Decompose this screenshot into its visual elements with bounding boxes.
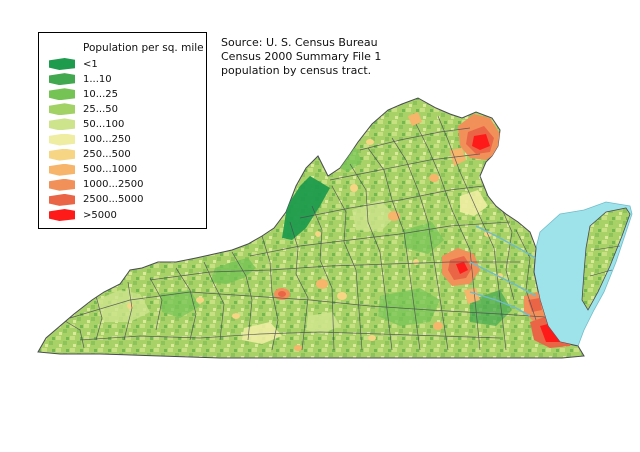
legend-swatch <box>49 209 75 221</box>
legend-label: 10...25 <box>83 88 118 100</box>
legend-item: 1...10 <box>49 72 112 86</box>
legend-label: 250...500 <box>83 149 131 161</box>
legend-swatch <box>49 133 75 146</box>
legend-item: <1 <box>49 57 98 71</box>
source-note: Source: U. S. Census Bureau Census 2000 … <box>221 36 381 78</box>
legend-swatch <box>49 103 75 116</box>
source-line-3: population by census tract. <box>221 64 372 77</box>
legend-item: 500...1000 <box>49 163 137 177</box>
legend-title: Population per sq. mile <box>83 42 204 54</box>
legend-box: Population per sq. mile <1 1...10 10...25 2… <box>38 32 207 229</box>
legend-item: 100...250 <box>49 133 131 147</box>
legend-label: 2500...5000 <box>83 194 144 206</box>
legend-label: 50...100 <box>83 118 125 130</box>
legend-swatch <box>49 178 75 191</box>
legend-label: 100...250 <box>83 134 131 145</box>
eastern-shore-boundaries <box>589 245 621 277</box>
legend-swatch <box>49 118 75 131</box>
legend-item: 25...50 <box>49 102 118 116</box>
legend-label: 25...50 <box>83 103 118 115</box>
legend-swatch <box>49 58 75 70</box>
legend-item: 2500...5000 <box>49 193 143 207</box>
legend-label: 1000...2500 <box>83 179 144 191</box>
legend-swatch <box>49 88 75 101</box>
legend-swatch <box>49 163 75 176</box>
legend-label: 500...1000 <box>83 164 138 176</box>
legend-item: 1000...2500 <box>49 178 143 192</box>
legend-item: >5000 <box>49 208 117 222</box>
legend-item: 10...25 <box>49 87 118 101</box>
legend-label: <1 <box>83 58 98 70</box>
county-boundaries <box>59 115 561 351</box>
legend-item: 50...100 <box>49 117 124 131</box>
source-line-1: Source: U. S. Census Bureau <box>221 36 378 49</box>
low-density-region <box>282 176 330 240</box>
legend-label: >5000 <box>83 209 117 221</box>
legend-label: 1...10 <box>83 73 112 85</box>
legend-swatch <box>49 73 75 86</box>
legend-swatch <box>49 148 75 161</box>
source-line-2: Census 2000 Summary File 1 <box>221 50 382 63</box>
legend-item: 250...500 <box>49 148 131 162</box>
eastern-shore <box>581 207 631 311</box>
northern-virginia-urban <box>408 112 500 166</box>
legend-swatch <box>49 193 75 206</box>
